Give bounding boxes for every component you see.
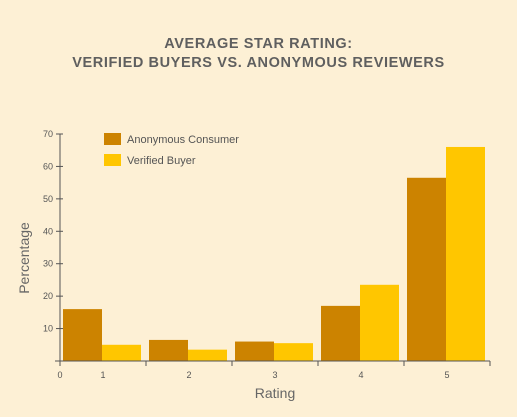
- y-tick-label: 50: [43, 194, 53, 204]
- legend-swatch-anonymous-consumer: [104, 133, 121, 145]
- legend-label-anonymous-consumer: Anonymous Consumer: [127, 134, 239, 146]
- y-tick-label: 10: [43, 324, 53, 334]
- bar-verified-buyer-rating-3: [274, 343, 313, 361]
- chart-title-line-2: VERIFIED BUYERS VS. ANONYMOUS REVIEWERS: [72, 55, 445, 71]
- bar-anonymous-consumer-rating-1: [63, 309, 102, 361]
- x-tick-label: 5: [444, 370, 449, 380]
- bar-verified-buyer-rating-2: [188, 349, 227, 361]
- y-tick-label: 30: [43, 259, 53, 269]
- chart-title-line-1: AVERAGE STAR RATING:: [164, 36, 353, 52]
- x-tick-label: 3: [272, 370, 277, 380]
- bar-verified-buyer-rating-1: [102, 344, 141, 361]
- bar-anonymous-consumer-rating-2: [149, 339, 188, 361]
- legend-swatch-verified-buyer: [104, 154, 121, 166]
- bar-anonymous-consumer-rating-4: [321, 305, 360, 361]
- y-axis-title: Percentage: [16, 222, 32, 294]
- bar-verified-buyer-rating-4: [360, 284, 399, 361]
- x-axis-title: Rating: [255, 385, 295, 401]
- y-tick-label: 70: [43, 129, 53, 139]
- y-tick-label: 20: [43, 291, 53, 301]
- y-tick-label: 60: [43, 161, 53, 171]
- x-tick-label: 4: [358, 370, 363, 380]
- x-tick-label: 2: [186, 370, 191, 380]
- x-tick-label: 1: [100, 370, 105, 380]
- bar-anonymous-consumer-rating-5: [407, 177, 446, 361]
- bar-anonymous-consumer-rating-3: [235, 341, 274, 361]
- y-tick-label: 40: [43, 226, 53, 236]
- legend-label-verified-buyer: Verified Buyer: [127, 155, 196, 167]
- legend: Anonymous Consumer Verified Buyer: [104, 133, 239, 167]
- bar-verified-buyer-rating-5: [446, 146, 485, 361]
- x-origin-label: 0: [57, 370, 62, 380]
